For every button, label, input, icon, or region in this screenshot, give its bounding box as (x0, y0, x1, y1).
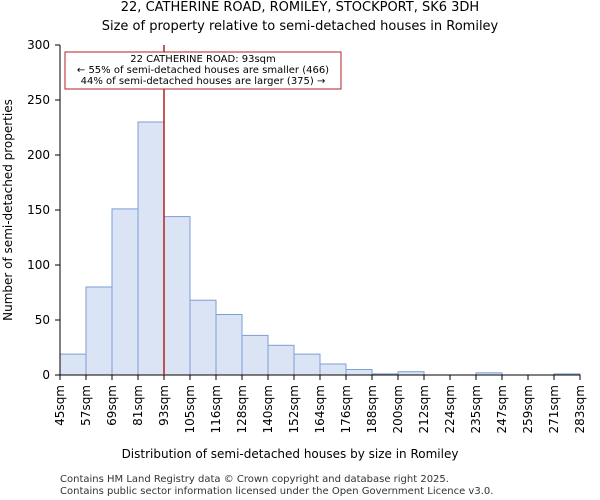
bar-164sqm (319, 363, 347, 376)
x-tick-label: 164sqm (313, 385, 327, 433)
y-tick-label: 100 (27, 258, 50, 272)
bar-128sqm (241, 334, 269, 376)
chart-title: 22, CATHERINE ROAD, ROMILEY, STOCKPORT, … (121, 0, 479, 15)
y-tick-label: 50 (35, 313, 50, 327)
bar-140sqm (267, 344, 295, 376)
x-tick-label: 259sqm (521, 385, 535, 433)
y-tick-label: 250 (27, 93, 50, 107)
annotation-line-2: ← 55% of semi-detached houses are smalle… (77, 65, 329, 76)
annotation-line-1: 22 CATHERINE ROAD: 93sqm (130, 54, 276, 65)
x-tick-label: 116sqm (209, 385, 223, 433)
y-tick-label: 200 (27, 148, 50, 162)
property-annotation: 22 CATHERINE ROAD: 93sqm ← 55% of semi-d… (64, 51, 342, 90)
bar-152sqm (293, 353, 321, 376)
bar-93sqm (163, 216, 191, 376)
bars-group (59, 121, 581, 376)
x-tick-label: 45sqm (53, 385, 67, 426)
annotation-line-3: 44% of semi-detached houses are larger (… (81, 76, 326, 87)
y-tick-label: 300 (27, 38, 50, 52)
x-tick-label: 93sqm (157, 385, 171, 426)
x-tick-label: 235sqm (469, 385, 483, 433)
annotation-box (64, 51, 342, 90)
bar-105sqm (189, 299, 217, 376)
x-tick-label: 188sqm (365, 385, 379, 433)
bar-57sqm (85, 286, 113, 376)
bar-176sqm (345, 369, 373, 376)
x-tick-label: 283sqm (573, 385, 587, 433)
footer-line-2: Contains public sector information licen… (60, 486, 493, 497)
y-axis-label: Number of semi-detached properties (1, 99, 15, 321)
y-axis: 0 50 100 150 200 250 300 (27, 38, 60, 382)
bar-69sqm (111, 208, 139, 376)
x-tick-label: 57sqm (79, 385, 93, 426)
y-tick-label: 0 (42, 368, 50, 382)
bar-45sqm (59, 353, 87, 376)
x-tick-label: 271sqm (547, 385, 561, 433)
x-tick-label: 176sqm (339, 385, 353, 433)
x-tick-label: 224sqm (443, 385, 457, 433)
footer-line-1: Contains HM Land Registry data © Crown c… (60, 474, 449, 485)
x-tick-label: 212sqm (417, 385, 431, 433)
x-tick-label: 140sqm (261, 385, 275, 433)
x-tick-label: 81sqm (131, 385, 145, 426)
x-tick-label: 128sqm (235, 385, 249, 433)
x-tick-label: 200sqm (391, 385, 405, 433)
bar-116sqm (215, 314, 243, 376)
y-tick-label: 150 (27, 203, 50, 217)
x-tick-label: 247sqm (495, 385, 509, 433)
x-tick-label: 152sqm (287, 385, 301, 433)
chart-subtitle: Size of property relative to semi-detach… (102, 19, 499, 34)
x-axis-label: Distribution of semi-detached houses by … (122, 447, 459, 461)
x-tick-label: 69sqm (105, 385, 119, 426)
bar-81sqm (137, 121, 165, 376)
x-axis: 45sqm 57sqm 69sqm 81sqm 93sqm 105sqm 116sqm 128… (53, 375, 587, 433)
x-tick-label: 105sqm (183, 385, 197, 433)
